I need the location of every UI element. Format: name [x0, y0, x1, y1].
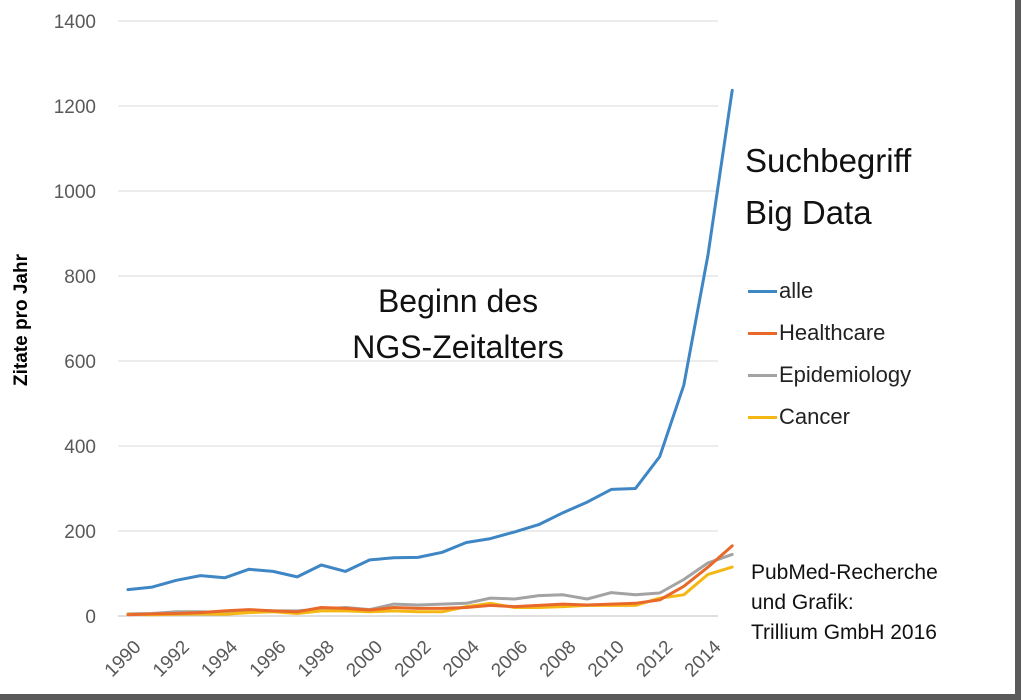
x-tick-label: 2000: [342, 637, 387, 682]
y-tick-label: 1200: [54, 97, 96, 118]
annotation-line-2: NGS-Zeitalters: [352, 329, 564, 365]
series-line-healthcare: [126, 544, 734, 617]
x-tick-label: 2004: [439, 636, 484, 681]
legend-title-line-1: Suchbegriff: [745, 142, 912, 179]
source-note: PubMed-Recherche und Grafik: Trillium Gm…: [751, 558, 938, 648]
legend-swatch-healthcare: [748, 332, 777, 335]
x-tick-label: 2008: [536, 637, 581, 682]
legend-swatch-epidemiology: [748, 374, 777, 377]
source-line-2: und Grafik:: [751, 591, 854, 614]
legend-swatch-cancer: [748, 416, 777, 419]
series-line-cancer: [126, 565, 734, 617]
x-tick-label: 1992: [149, 637, 194, 682]
legend-label-healthcare: Healthcare: [779, 320, 886, 345]
x-tick-label: 1996: [246, 637, 291, 682]
y-axis-label: Zitate pro Jahr: [11, 254, 32, 386]
x-tick-label: 2006: [487, 637, 532, 682]
legend-swatch-alle: [748, 290, 777, 293]
legend-label-alle: alle: [779, 278, 814, 303]
legend-label-epidemiology: Epidemiology: [779, 362, 912, 387]
x-tick-label: 1994: [197, 636, 242, 681]
y-tick-label: 1000: [54, 182, 96, 203]
y-tick-label: 200: [64, 522, 96, 543]
x-tick-label: 2012: [632, 637, 677, 682]
ngs-era-annotation: Beginn des NGS-Zeitalters: [352, 278, 564, 370]
x-tick-label: 2014: [681, 636, 726, 681]
x-tick-label: 1998: [294, 637, 339, 682]
legend-title: Suchbegriff Big Data: [745, 135, 911, 239]
legend-label-cancer: Cancer: [779, 404, 850, 429]
source-line-1: PubMed-Recherche: [751, 561, 938, 584]
source-line-3: Trillium GmbH 2016: [751, 621, 937, 644]
x-tick-label: 2010: [584, 637, 629, 682]
y-tick-label: 0: [85, 607, 96, 628]
y-tick-label: 1400: [54, 12, 96, 33]
legend-title-line-2: Big Data: [745, 194, 872, 231]
annotation-line-1: Beginn des: [377, 283, 539, 319]
y-tick-label: 600: [64, 352, 96, 373]
series-line-alle: [126, 88, 734, 592]
x-tick-label: 1990: [101, 637, 146, 682]
y-tick-label: 800: [64, 267, 96, 288]
y-tick-label: 400: [64, 437, 96, 458]
x-tick-label: 2002: [391, 637, 436, 682]
